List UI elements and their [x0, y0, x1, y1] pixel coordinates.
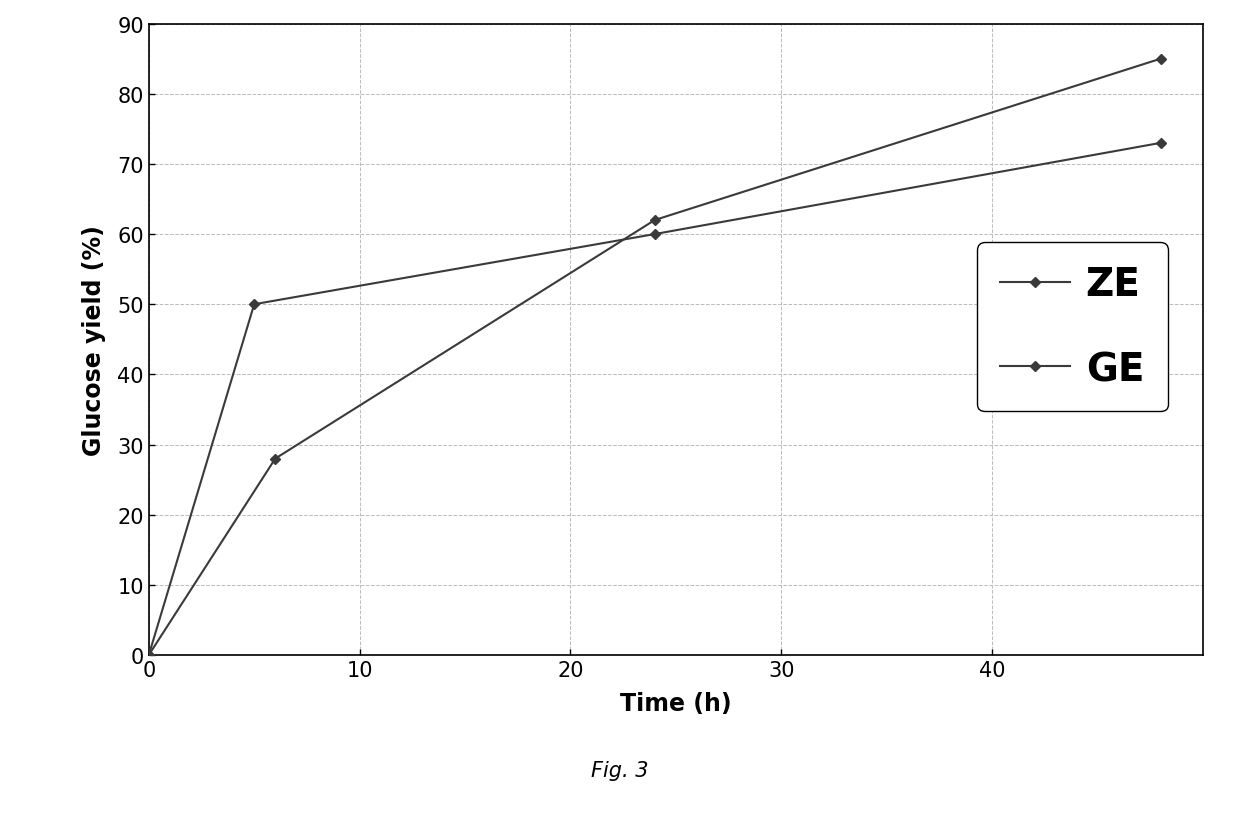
GE — [268, 454, 283, 464]
Line: ZE: ZE — [145, 140, 1164, 658]
Text: Fig. 3: Fig. 3 — [591, 760, 649, 780]
GE — [1153, 55, 1168, 65]
Legend: ZE, GE: ZE, GE — [977, 242, 1168, 412]
Y-axis label: Glucose yield (%): Glucose yield (%) — [82, 224, 107, 455]
ZE — [141, 650, 156, 660]
X-axis label: Time (h): Time (h) — [620, 691, 732, 715]
ZE — [247, 300, 262, 310]
ZE — [647, 230, 662, 240]
Line: GE: GE — [145, 57, 1164, 658]
GE — [141, 650, 156, 660]
ZE — [1153, 138, 1168, 148]
GE — [647, 216, 662, 226]
